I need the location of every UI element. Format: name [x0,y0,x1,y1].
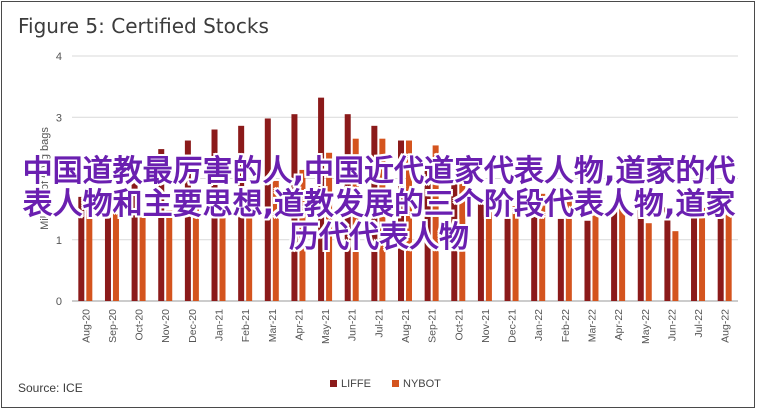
bar-liffe [637,208,644,301]
y-axis-label: Millions of 60kg bags [39,127,51,230]
bar-nybot [406,140,412,301]
bar-nybot [539,193,546,301]
bar-nybot [725,214,732,301]
bar-liffe [238,125,245,301]
bar-liffe [504,212,511,301]
y-tick-label: 2 [56,174,62,186]
x-tick-label: Jun-22 [666,309,678,341]
x-tick-label: Sep-20 [107,309,119,343]
legend-swatch-nybot [392,380,399,387]
y-tick-label: 0 [56,296,62,308]
x-tick-label: Jun-21 [347,309,359,341]
x-tick-label: Oct-20 [134,309,146,341]
bar-nybot [485,212,492,301]
x-tick-label: Aug-22 [720,309,732,343]
bar-nybot [139,215,146,301]
y-tick-label: 1 [56,235,62,247]
x-tick-label: Aug-20 [80,309,92,343]
bar-liffe [531,216,538,301]
bar-liffe [158,149,165,301]
x-tick-label: Feb-22 [560,309,572,342]
x-tick-label: Apr-22 [613,309,625,341]
bar-liffe [424,167,431,301]
bar-liffe [398,140,404,301]
bar-nybot [379,138,386,301]
bar-liffe [264,118,271,301]
bar-liffe [717,199,724,301]
bar-liffe [664,207,671,301]
bar-nybot [592,189,599,301]
bar-liffe [477,204,484,301]
bar-nybot [299,169,306,301]
bar-nybot [459,177,466,301]
x-tick-label: Mar-21 [267,309,279,342]
legend-swatch-liffe [330,380,337,387]
bar-liffe [184,140,191,301]
x-tick-label: Aug-21 [400,309,412,343]
x-tick-label: Dec-20 [187,309,199,343]
bar-nybot [352,138,359,301]
x-tick-label: Oct-21 [453,309,465,341]
bar-nybot [326,152,333,301]
x-tick-label: Feb-21 [240,309,252,342]
bar-liffe [584,220,591,301]
bar-liffe [611,207,618,301]
x-tick-label: Nov-20 [160,309,172,343]
x-tick-label: Jan-21 [214,309,226,341]
bar-liffe [291,114,298,301]
bar-liffe [557,218,564,301]
x-tick-label: May-22 [640,309,652,344]
x-tick-label: Dec-21 [507,309,519,343]
y-tick-label: 4 [56,51,62,63]
bar-nybot [166,210,173,301]
bar-nybot [219,209,226,301]
bar-nybot [645,223,652,301]
bar-liffe [78,196,85,301]
x-tick-label: Jul-22 [693,309,705,338]
legend-label-liffe: LIFFE [341,378,371,390]
bar-nybot [192,204,199,301]
bar-liffe [104,196,111,301]
chart-title: Figure 5: Certified Stocks [18,14,269,38]
x-tick-label: Nov-21 [480,309,492,343]
chart-source: Source: ICE [18,381,83,395]
bar-nybot [699,207,706,301]
x-tick-label: Sep-21 [427,309,439,343]
x-tick-label: Jul-21 [373,309,385,338]
legend-label-nybot: NYBOT [403,378,441,390]
x-tick-label: May-21 [320,309,332,344]
bar-liffe [131,173,138,301]
bar-nybot [246,187,253,301]
bar-nybot [619,204,626,301]
x-tick-label: Apr-21 [293,309,305,341]
y-tick-label: 3 [56,112,62,124]
x-tick-label: Mar-22 [586,309,598,342]
bar-nybot [272,180,279,301]
bar-nybot [432,145,439,301]
bar-liffe [451,180,458,301]
bar-liffe [344,114,351,301]
bar-nybot [672,231,679,301]
bar-nybot [86,209,93,301]
bar-liffe [318,97,325,302]
bar-liffe [211,129,218,301]
bar-liffe [371,125,378,301]
bar-nybot [565,199,572,301]
bar-liffe [691,201,698,301]
bar-nybot [112,210,119,301]
x-tick-label: Jan-22 [533,309,545,341]
bar-nybot [512,206,519,301]
